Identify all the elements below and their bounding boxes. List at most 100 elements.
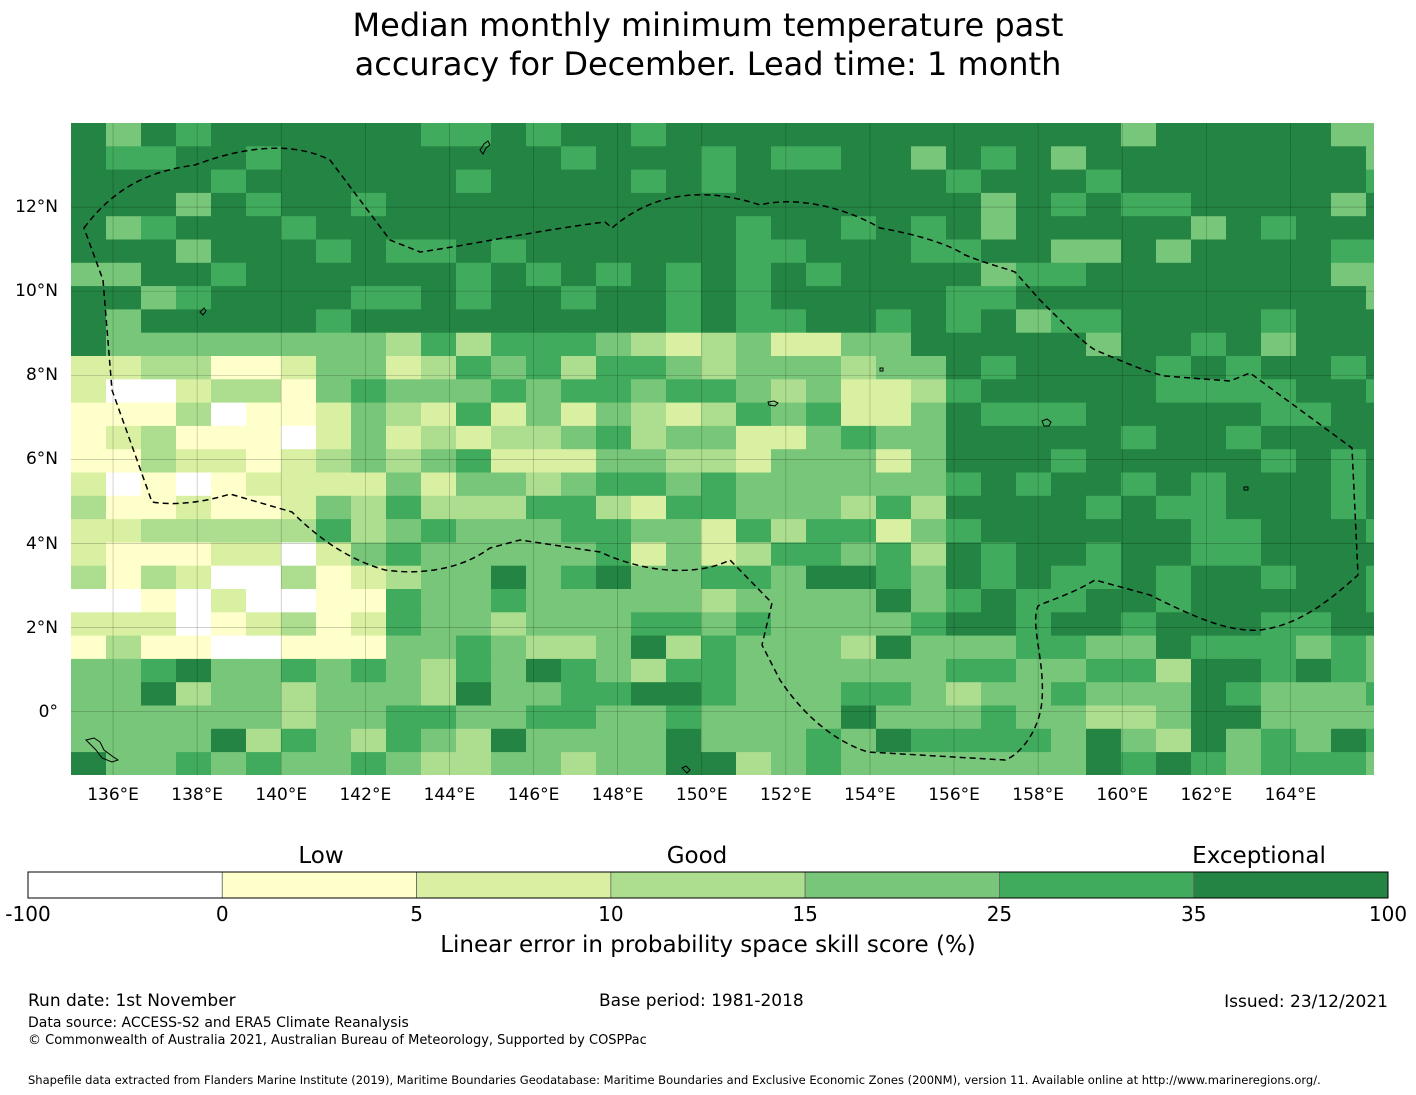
skill-cell xyxy=(1366,612,1374,637)
skill-cell xyxy=(1121,169,1157,194)
skill-cell xyxy=(1226,635,1262,660)
skill-cell xyxy=(1016,379,1052,404)
skill-cell xyxy=(1051,239,1087,264)
skill-cell xyxy=(211,402,247,427)
shapefile-credit: Shapefile data extracted from Flanders M… xyxy=(28,1073,1321,1087)
skill-cell xyxy=(1226,519,1262,543)
skill-cell xyxy=(456,379,492,404)
skill-cell xyxy=(281,123,317,147)
skill-cell xyxy=(701,216,737,240)
skill-cell xyxy=(176,123,212,147)
skill-cell xyxy=(1016,519,1052,543)
skill-cell xyxy=(666,472,702,497)
skill-cell xyxy=(981,705,1017,730)
skill-cell xyxy=(106,402,142,427)
x-tick-label: 158°E xyxy=(1012,785,1064,805)
skill-cell xyxy=(1086,658,1122,683)
skill-cell xyxy=(141,286,177,310)
skill-cell xyxy=(176,286,212,310)
skill-cell xyxy=(561,356,597,380)
skill-cell xyxy=(1331,449,1367,473)
skill-cell xyxy=(176,356,212,380)
skill-cell xyxy=(141,612,177,637)
skill-cell xyxy=(351,565,387,590)
skill-cell xyxy=(71,216,107,240)
skill-cell xyxy=(1366,682,1374,706)
skill-cell xyxy=(631,332,667,357)
skill-cell xyxy=(176,752,212,775)
skill-cell xyxy=(1261,705,1297,730)
skill-cell xyxy=(561,565,597,590)
skill-cell xyxy=(386,472,422,497)
skill-cell xyxy=(526,495,562,520)
skill-cell xyxy=(316,216,352,240)
skill-cell xyxy=(351,169,387,194)
skill-cell xyxy=(561,425,597,450)
skill-cell xyxy=(841,565,877,590)
skill-cell xyxy=(421,519,457,543)
skill-cell xyxy=(316,635,352,660)
skill-cell xyxy=(736,705,772,730)
skill-cell xyxy=(596,286,632,310)
skill-cell xyxy=(1051,542,1087,567)
skill-cell xyxy=(1121,192,1157,217)
skill-cell xyxy=(351,658,387,683)
skill-cell xyxy=(1086,332,1122,357)
skill-cell xyxy=(421,752,457,775)
skill-cell xyxy=(736,356,772,380)
skill-cell xyxy=(1226,752,1262,775)
skill-cell xyxy=(1121,472,1157,497)
skill-cell xyxy=(1366,589,1374,613)
skill-cell xyxy=(631,309,667,334)
skill-cell xyxy=(176,728,212,753)
skill-cell xyxy=(71,658,107,683)
skill-cell xyxy=(631,472,667,497)
skill-cell xyxy=(701,402,737,427)
skill-cell xyxy=(1366,658,1374,683)
skill-cell xyxy=(806,612,842,637)
skill-cell xyxy=(701,705,737,730)
skill-cell xyxy=(281,449,317,473)
skill-cell xyxy=(1191,192,1227,217)
skill-cell xyxy=(316,658,352,683)
skill-cell xyxy=(1296,425,1332,450)
skill-cell xyxy=(421,612,457,637)
skill-cell xyxy=(1086,542,1122,567)
skill-grid xyxy=(71,123,1374,775)
skill-cell xyxy=(211,495,247,520)
y-tick-label: 6°N xyxy=(25,449,58,470)
skill-cell xyxy=(386,309,422,334)
skill-cell xyxy=(491,356,527,380)
skill-cell xyxy=(106,612,142,637)
skill-cell xyxy=(71,123,107,147)
y-tick-label: 4°N xyxy=(25,533,58,554)
skill-cell xyxy=(806,262,842,287)
colorbar-outline xyxy=(27,871,1389,899)
skill-cell xyxy=(1086,262,1122,287)
skill-cell xyxy=(1296,635,1332,660)
skill-cell xyxy=(806,728,842,753)
skill-cell xyxy=(1016,612,1052,637)
skill-cell xyxy=(1261,495,1297,520)
skill-cell xyxy=(1051,309,1087,334)
skill-cell xyxy=(316,519,352,543)
skill-cell xyxy=(771,146,807,171)
skill-cell xyxy=(281,728,317,753)
skill-cell xyxy=(211,519,247,543)
skill-cell xyxy=(246,239,282,264)
skill-cell xyxy=(561,752,597,775)
skill-cell xyxy=(841,542,877,567)
skill-cell xyxy=(1296,449,1332,473)
skill-cell xyxy=(281,286,317,310)
skill-cell xyxy=(386,519,422,543)
skill-cell xyxy=(1191,682,1227,706)
skill-cell xyxy=(141,425,177,450)
skill-cell xyxy=(946,169,982,194)
skill-cell xyxy=(1296,705,1332,730)
skill-cell xyxy=(1121,425,1157,450)
skill-cell xyxy=(1016,425,1052,450)
skill-cell xyxy=(491,472,527,497)
skill-cell xyxy=(1191,589,1227,613)
skill-cell xyxy=(806,752,842,775)
skill-cell xyxy=(1366,146,1374,171)
